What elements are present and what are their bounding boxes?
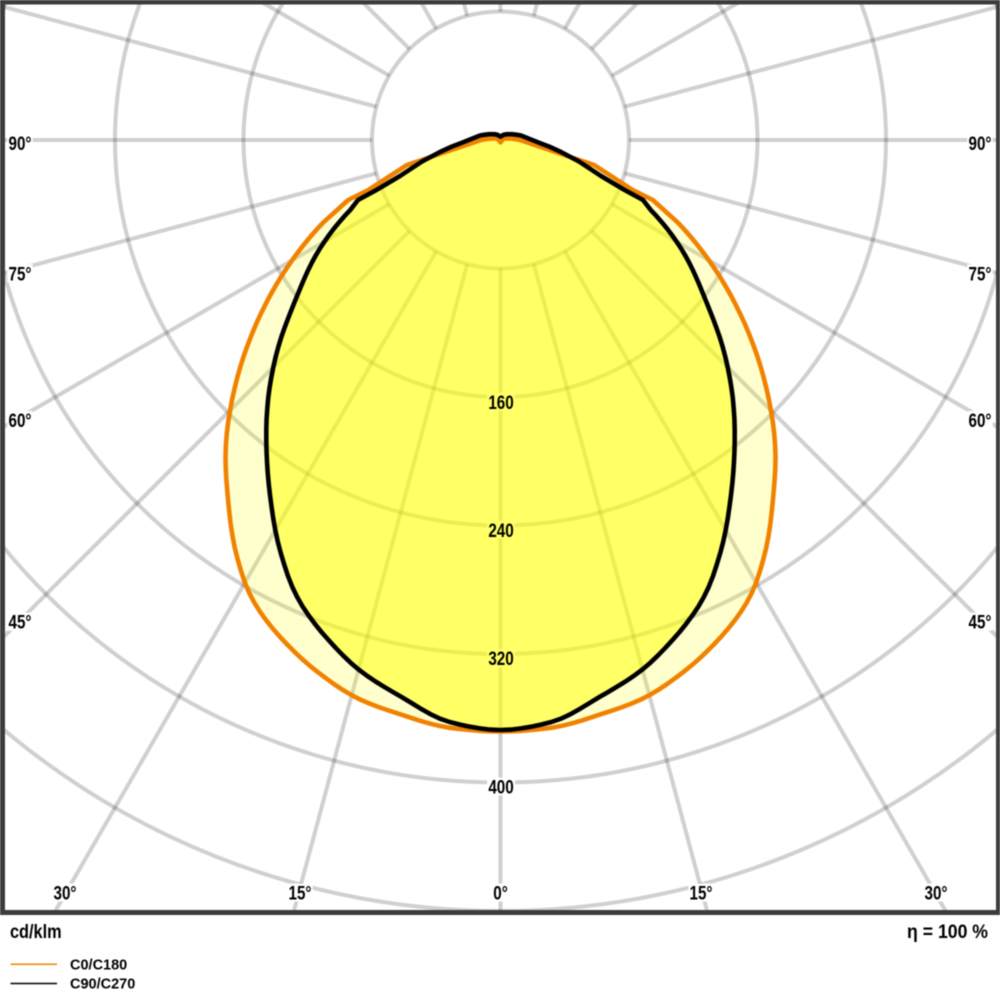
svg-text:75°: 75°: [9, 263, 32, 285]
svg-text:400: 400: [488, 776, 513, 798]
svg-text:C0/C180: C0/C180: [70, 958, 127, 974]
svg-text:320: 320: [488, 647, 513, 669]
svg-text:160: 160: [488, 391, 513, 413]
svg-text:45°: 45°: [9, 611, 32, 633]
svg-text:η = 100 %: η = 100 %: [907, 920, 988, 942]
svg-text:30°: 30°: [925, 882, 948, 904]
svg-text:90°: 90°: [969, 132, 992, 154]
svg-text:30°: 30°: [54, 882, 77, 904]
svg-text:240: 240: [488, 519, 513, 541]
svg-text:15°: 15°: [690, 882, 713, 904]
svg-text:cd/klm: cd/klm: [10, 921, 62, 942]
svg-text:60°: 60°: [9, 409, 32, 431]
svg-text:60°: 60°: [969, 409, 992, 431]
svg-text:75°: 75°: [969, 263, 992, 285]
svg-text:15°: 15°: [289, 882, 312, 904]
svg-text:45°: 45°: [969, 611, 992, 633]
svg-text:0°: 0°: [493, 882, 508, 904]
svg-text:C90/C270: C90/C270: [70, 977, 135, 993]
svg-text:90°: 90°: [9, 132, 32, 154]
